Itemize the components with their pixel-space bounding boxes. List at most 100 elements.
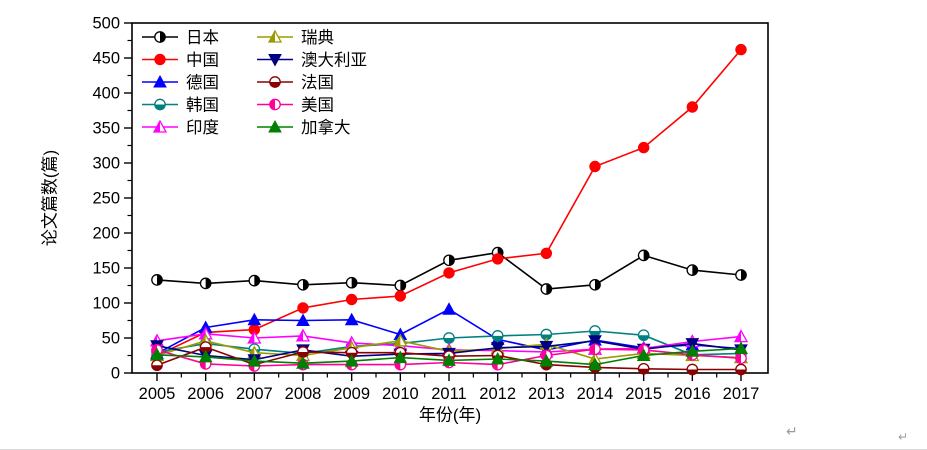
legend-label: 瑞典 bbox=[301, 28, 334, 47]
data-point bbox=[540, 283, 553, 295]
x-axis: 2005 2006 2007 2008 2009 2010 2011 2012 2013 2014… bbox=[139, 373, 759, 403]
data-point bbox=[443, 254, 455, 267]
data-point bbox=[636, 348, 651, 361]
marker-triangle bbox=[393, 350, 408, 364]
marker-triangle-half bbox=[248, 332, 255, 343]
marker-dot bbox=[735, 43, 747, 56]
marker-dot-half bbox=[687, 369, 698, 375]
marker-dot-half bbox=[492, 335, 503, 342]
data-point bbox=[637, 329, 650, 342]
data-point bbox=[442, 353, 456, 366]
data-point bbox=[539, 354, 554, 367]
marker-dot bbox=[345, 293, 358, 306]
marker-dot bbox=[154, 53, 166, 66]
marker-dot-half bbox=[735, 369, 747, 375]
data-point bbox=[539, 340, 554, 354]
data-point bbox=[345, 293, 358, 306]
data-point bbox=[443, 267, 455, 279]
marker-dot-half bbox=[297, 352, 309, 358]
y-tick-label: 450 bbox=[92, 50, 120, 68]
data-point bbox=[491, 330, 504, 342]
marker-triangle bbox=[198, 349, 213, 363]
y-tick-label: 500 bbox=[92, 15, 120, 33]
marker-triangle bbox=[442, 353, 456, 366]
legend-label: 美国 bbox=[301, 96, 334, 115]
data-point bbox=[735, 269, 747, 281]
data-point bbox=[490, 351, 505, 365]
data-point bbox=[589, 325, 601, 337]
data-point bbox=[393, 333, 408, 347]
marker-triangle-half bbox=[269, 31, 275, 42]
marker-dot-half bbox=[589, 344, 596, 355]
data-point bbox=[295, 328, 311, 342]
data-point bbox=[540, 247, 553, 260]
legend-item-韩国: 韩国 bbox=[142, 96, 219, 115]
legend-label: 印度 bbox=[186, 118, 219, 137]
marker-triangle bbox=[268, 119, 282, 133]
data-point bbox=[686, 264, 699, 276]
marker-dot-half bbox=[205, 278, 211, 289]
marker-dot-half bbox=[154, 104, 166, 110]
x-tick-label: 2009 bbox=[333, 385, 370, 403]
data-point bbox=[394, 290, 407, 302]
marker-triangle bbox=[490, 351, 505, 365]
x-axis-title: 年份(年) bbox=[418, 405, 482, 425]
x-tick-label: 2016 bbox=[674, 385, 711, 403]
paragraph-return-icon: ↵ bbox=[898, 430, 909, 444]
marker-triangle-half bbox=[154, 121, 160, 132]
marker-dot-half bbox=[200, 347, 211, 353]
legend-label: 澳大利亚 bbox=[301, 51, 367, 70]
y-axis-title: 论文篇数(篇) bbox=[40, 149, 60, 247]
marker-triangle-down bbox=[268, 54, 282, 67]
data-point bbox=[733, 329, 749, 343]
marker-dot bbox=[686, 101, 699, 113]
data-point bbox=[394, 279, 407, 292]
data-point bbox=[297, 346, 309, 358]
legend-item-日本: 日本 bbox=[142, 28, 219, 47]
legend-label: 韩国 bbox=[186, 96, 219, 115]
marker-triangle-half bbox=[394, 334, 401, 346]
marker-triangle bbox=[539, 354, 554, 367]
legend-marker bbox=[154, 31, 166, 43]
plot-frame bbox=[131, 22, 769, 374]
y-tick-label: 350 bbox=[92, 120, 120, 138]
legend-item-澳大利亚: 澳大利亚 bbox=[257, 51, 367, 70]
x-tick-label: 2012 bbox=[479, 385, 516, 403]
marker-triangle bbox=[150, 347, 164, 361]
x-tick-label: 2005 bbox=[139, 385, 176, 403]
marker-dot-half bbox=[351, 277, 357, 288]
marker-dot-half bbox=[254, 275, 260, 286]
legend-item-德国: 德国 bbox=[142, 73, 219, 92]
x-tick-label: 2007 bbox=[236, 385, 273, 403]
marker-dot-half bbox=[643, 250, 649, 261]
marker-triangle-half bbox=[199, 327, 206, 339]
legend-label: 日本 bbox=[186, 28, 219, 47]
marker-triangle bbox=[685, 344, 700, 357]
legend-marker bbox=[269, 76, 281, 88]
marker-triangle bbox=[636, 348, 651, 361]
legend-marker bbox=[268, 54, 282, 67]
legend-item-印度: 印度 bbox=[142, 118, 219, 137]
data-point bbox=[150, 347, 164, 361]
marker-dot bbox=[637, 141, 650, 154]
marker-dot-half bbox=[589, 331, 601, 337]
marker-triangle bbox=[588, 357, 602, 371]
x-tick-label: 2006 bbox=[187, 385, 224, 403]
data-point bbox=[198, 349, 213, 363]
x-tick-label: 2010 bbox=[382, 385, 419, 403]
marker-triangle bbox=[247, 312, 262, 326]
legend-marker bbox=[269, 98, 281, 111]
marker-triangle-down bbox=[685, 338, 700, 351]
legend-marker bbox=[153, 74, 167, 88]
data-point bbox=[637, 249, 650, 262]
x-tick-label: 2014 bbox=[577, 385, 614, 403]
marker-dot-half bbox=[741, 269, 747, 281]
data-point bbox=[685, 338, 700, 351]
legend-label: 德国 bbox=[186, 73, 219, 92]
marker-dot bbox=[540, 247, 553, 260]
data-point bbox=[247, 330, 262, 344]
data-point bbox=[248, 274, 261, 287]
marker-dot-half bbox=[546, 283, 552, 295]
legend-marker bbox=[154, 98, 166, 111]
